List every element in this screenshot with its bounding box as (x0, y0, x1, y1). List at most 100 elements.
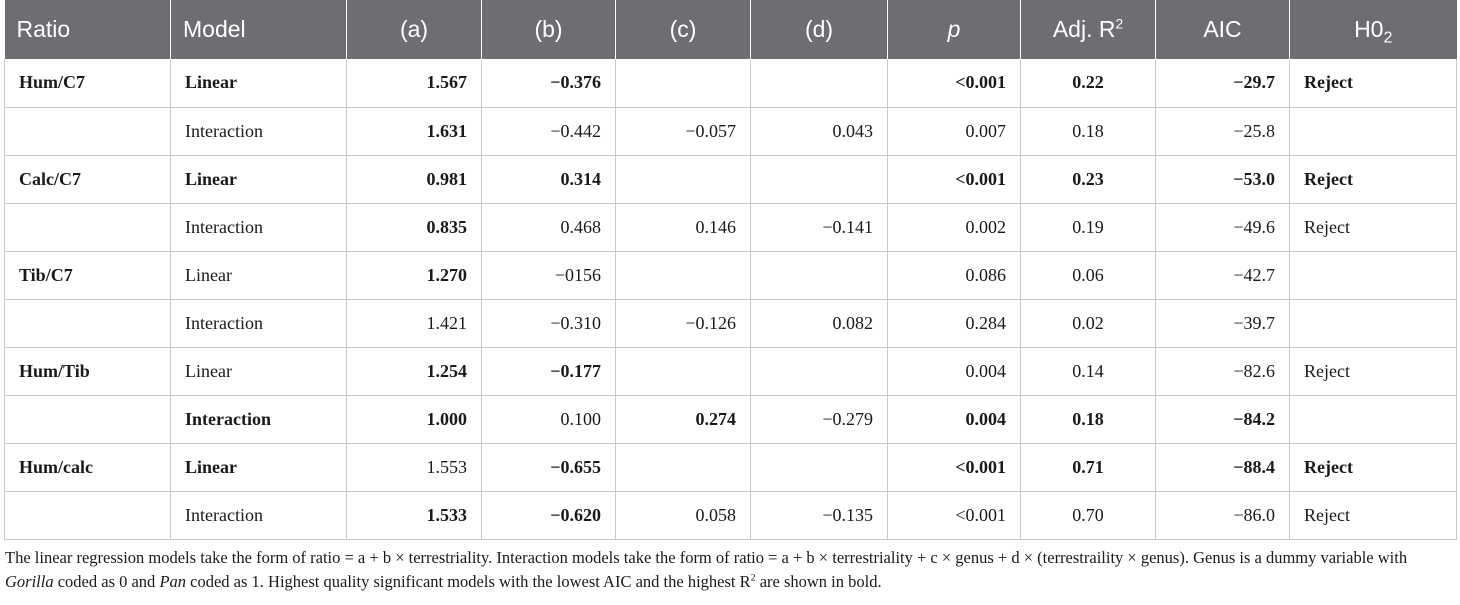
header-p-label: p (947, 16, 961, 42)
cell-b: −0.655 (481, 443, 616, 492)
cell-p: <0.001 (887, 491, 1021, 540)
cell-h0: Reject (1289, 59, 1457, 108)
cell-p: <0.001 (887, 155, 1021, 204)
cell-p: <0.001 (887, 443, 1021, 492)
footnote-text-3: coded as 1. Highest quality significant … (186, 571, 751, 591)
cell-d (750, 155, 888, 204)
cell-model: Linear (170, 443, 347, 492)
cell-a: 1.533 (346, 491, 482, 540)
cell-model: Linear (170, 59, 347, 108)
cell-model: Linear (170, 347, 347, 396)
footnote-text-1: The linear regression models take the fo… (5, 547, 1408, 567)
cell-p: 0.086 (887, 251, 1021, 300)
table-row: Interaction 1.533 −0.620 0.058 −0.135 <0… (4, 491, 1457, 540)
cell-c: −0.126 (615, 299, 751, 348)
cell-a: 1.254 (346, 347, 482, 396)
cell-ratio: Tib/C7 (4, 251, 171, 300)
cell-aic: −84.2 (1155, 395, 1290, 444)
cell-ratio (4, 107, 171, 156)
cell-c (615, 251, 751, 300)
cell-r2: 0.18 (1020, 395, 1156, 444)
cell-h0 (1289, 395, 1457, 444)
cell-c: 0.274 (615, 395, 751, 444)
header-p: p (887, 0, 1021, 59)
cell-aic: −25.8 (1155, 107, 1290, 156)
table-row: Hum/Tib Linear 1.254 −0.177 0.004 0.14 −… (4, 347, 1457, 396)
cell-model: Linear (170, 251, 347, 300)
cell-d: −0.279 (750, 395, 888, 444)
table-row: Interaction 1.421 −0.310 −0.126 0.082 0.… (4, 299, 1457, 348)
cell-p: 0.004 (887, 347, 1021, 396)
cell-c (615, 59, 751, 108)
footnote-gorilla: Gorilla (5, 571, 54, 591)
cell-aic: −86.0 (1155, 491, 1290, 540)
header-model: Model (170, 0, 347, 59)
cell-ratio: Hum/calc (4, 443, 171, 492)
cell-h0 (1289, 251, 1457, 300)
header-adj-r-sup: 2 (1115, 16, 1124, 32)
cell-r2: 0.71 (1020, 443, 1156, 492)
cell-r2: 0.14 (1020, 347, 1156, 396)
cell-aic: −82.6 (1155, 347, 1290, 396)
table-row: Interaction 1.631 −0.442 −0.057 0.043 0.… (4, 107, 1457, 156)
cell-model: Interaction (170, 395, 347, 444)
cell-h0: Reject (1289, 155, 1457, 204)
header-h0-sub: 2 (1383, 28, 1393, 47)
cell-a: 1.631 (346, 107, 482, 156)
cell-p: 0.002 (887, 203, 1021, 252)
header-ratio: Ratio (4, 0, 171, 59)
cell-c: 0.058 (615, 491, 751, 540)
header-h0-label: H0 (1354, 16, 1384, 42)
cell-model: Interaction (170, 491, 347, 540)
cell-b: −0156 (481, 251, 616, 300)
cell-aic: −42.7 (1155, 251, 1290, 300)
cell-h0 (1289, 107, 1457, 156)
results-table: Ratio Model (a) (b) (c) (d) p Adj. R2 AI… (4, 0, 1457, 540)
table-row: Hum/calc Linear 1.553 −0.655 <0.001 0.71… (4, 443, 1457, 492)
cell-b: −0.177 (481, 347, 616, 396)
cell-r2: 0.18 (1020, 107, 1156, 156)
cell-a: 0.835 (346, 203, 482, 252)
header-h0: H02 (1289, 0, 1457, 59)
cell-a: 0.981 (346, 155, 482, 204)
cell-a: 1.421 (346, 299, 482, 348)
footnote-text-4: are shown in bold. (755, 571, 882, 591)
cell-model: Interaction (170, 299, 347, 348)
cell-aic: −49.6 (1155, 203, 1290, 252)
footnote-sup: 2 (750, 572, 756, 583)
cell-a: 1.567 (346, 59, 482, 108)
table-footnote: The linear regression models take the fo… (5, 546, 1455, 594)
cell-a: 1.553 (346, 443, 482, 492)
cell-ratio (4, 395, 171, 444)
cell-aic: −29.7 (1155, 59, 1290, 108)
header-b: (b) (481, 0, 616, 59)
header-c: (c) (615, 0, 751, 59)
cell-ratio (4, 491, 171, 540)
cell-a: 1.270 (346, 251, 482, 300)
cell-c: 0.146 (615, 203, 751, 252)
cell-ratio (4, 203, 171, 252)
table-row: Calc/C7 Linear 0.981 0.314 <0.001 0.23 −… (4, 155, 1457, 204)
cell-model: Interaction (170, 107, 347, 156)
cell-b: −0.442 (481, 107, 616, 156)
cell-h0: Reject (1289, 347, 1457, 396)
cell-aic: −39.7 (1155, 299, 1290, 348)
table-row: Interaction 1.000 0.100 0.274 −0.279 0.0… (4, 395, 1457, 444)
cell-b: −0.310 (481, 299, 616, 348)
cell-d (750, 59, 888, 108)
cell-aic: −53.0 (1155, 155, 1290, 204)
cell-r2: 0.06 (1020, 251, 1156, 300)
header-aic: AIC (1155, 0, 1290, 59)
cell-model: Linear (170, 155, 347, 204)
cell-r2: 0.19 (1020, 203, 1156, 252)
cell-r2: 0.70 (1020, 491, 1156, 540)
cell-b: 0.314 (481, 155, 616, 204)
cell-h0 (1289, 299, 1457, 348)
cell-d: 0.082 (750, 299, 888, 348)
cell-r2: 0.23 (1020, 155, 1156, 204)
table-row: Tib/C7 Linear 1.270 −0156 0.086 0.06 −42… (4, 251, 1457, 300)
cell-h0: Reject (1289, 491, 1457, 540)
cell-d: 0.043 (750, 107, 888, 156)
cell-r2: 0.22 (1020, 59, 1156, 108)
header-a: (a) (346, 0, 482, 59)
